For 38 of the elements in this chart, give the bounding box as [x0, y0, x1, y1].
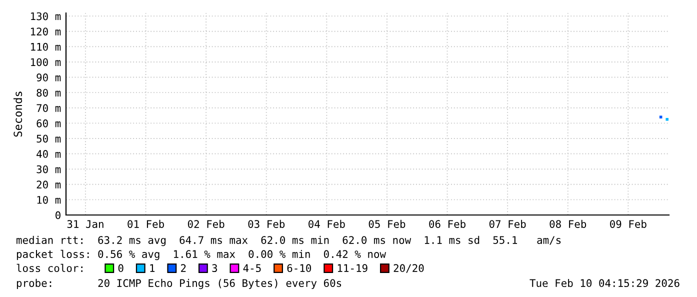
y-tick-label: 70 m — [36, 104, 61, 112]
x-tick-label: 04 Feb — [308, 220, 345, 228]
y-axis-title: Seconds — [13, 92, 22, 137]
y-tick-label: 30 m — [36, 165, 61, 174]
text: packet loss: 0.56 % avg 1.61 % max 0.00 % min 0.42 % now — [16, 250, 386, 260]
legend-label: 20/20 — [394, 264, 424, 273]
text: probe: 20 ICMP Echo Pings (56 Bytes) every 60s — [16, 278, 342, 290]
legend-title: loss color: — [16, 264, 82, 272]
y-tick-label: 10 m — [37, 196, 61, 204]
text: median rtt: 63.2 ms avg 64.7 ms max 62.0 ms min 62.0 ms now 1.1 ms sd 55.1 am/s — [16, 236, 561, 246]
y-tick-label: 50 m — [36, 134, 61, 143]
x-tick-label: 05 Feb — [368, 220, 406, 228]
text: Tue Feb 10 04:15:29 2026 — [530, 278, 680, 288]
legend-label: 1 — [150, 264, 155, 272]
y-tick-label: 120 m — [31, 28, 61, 36]
x-tick-label: 06 Feb — [429, 220, 466, 228]
x-tick-label: 31 Jan — [67, 220, 104, 228]
y-tick-label: 100 m — [31, 58, 61, 66]
x-tick-label: 01 Feb — [128, 220, 164, 228]
legend-label: 3 — [212, 264, 218, 272]
y-tick-label: 130 m — [31, 12, 61, 20]
legend-label: 11-19 — [338, 264, 368, 272]
x-tick-label: 02 Feb — [188, 220, 224, 228]
y-tick-label: 60 m — [36, 119, 61, 128]
y-tick-label: 90 m — [36, 74, 61, 82]
legend-label: 2 — [181, 264, 186, 272]
legend-label: 6-10 — [287, 264, 312, 272]
legend-label: 0 — [118, 264, 124, 272]
y-tick-label: 40 m — [36, 150, 61, 158]
y-tick-label: 0 — [56, 211, 60, 220]
x-tick-label: 03 Feb — [248, 220, 285, 228]
y-tick-label: 110 m — [31, 42, 61, 51]
legend-label: 4-5 — [243, 264, 261, 272]
y-tick-label: 80 m — [36, 88, 61, 97]
y-tick-label: 20 m — [36, 180, 61, 189]
x-tick-label: 07 Feb — [489, 220, 526, 228]
x-tick-label: 09 Feb — [610, 220, 646, 228]
x-tick-label: 08 Feb — [550, 220, 586, 228]
